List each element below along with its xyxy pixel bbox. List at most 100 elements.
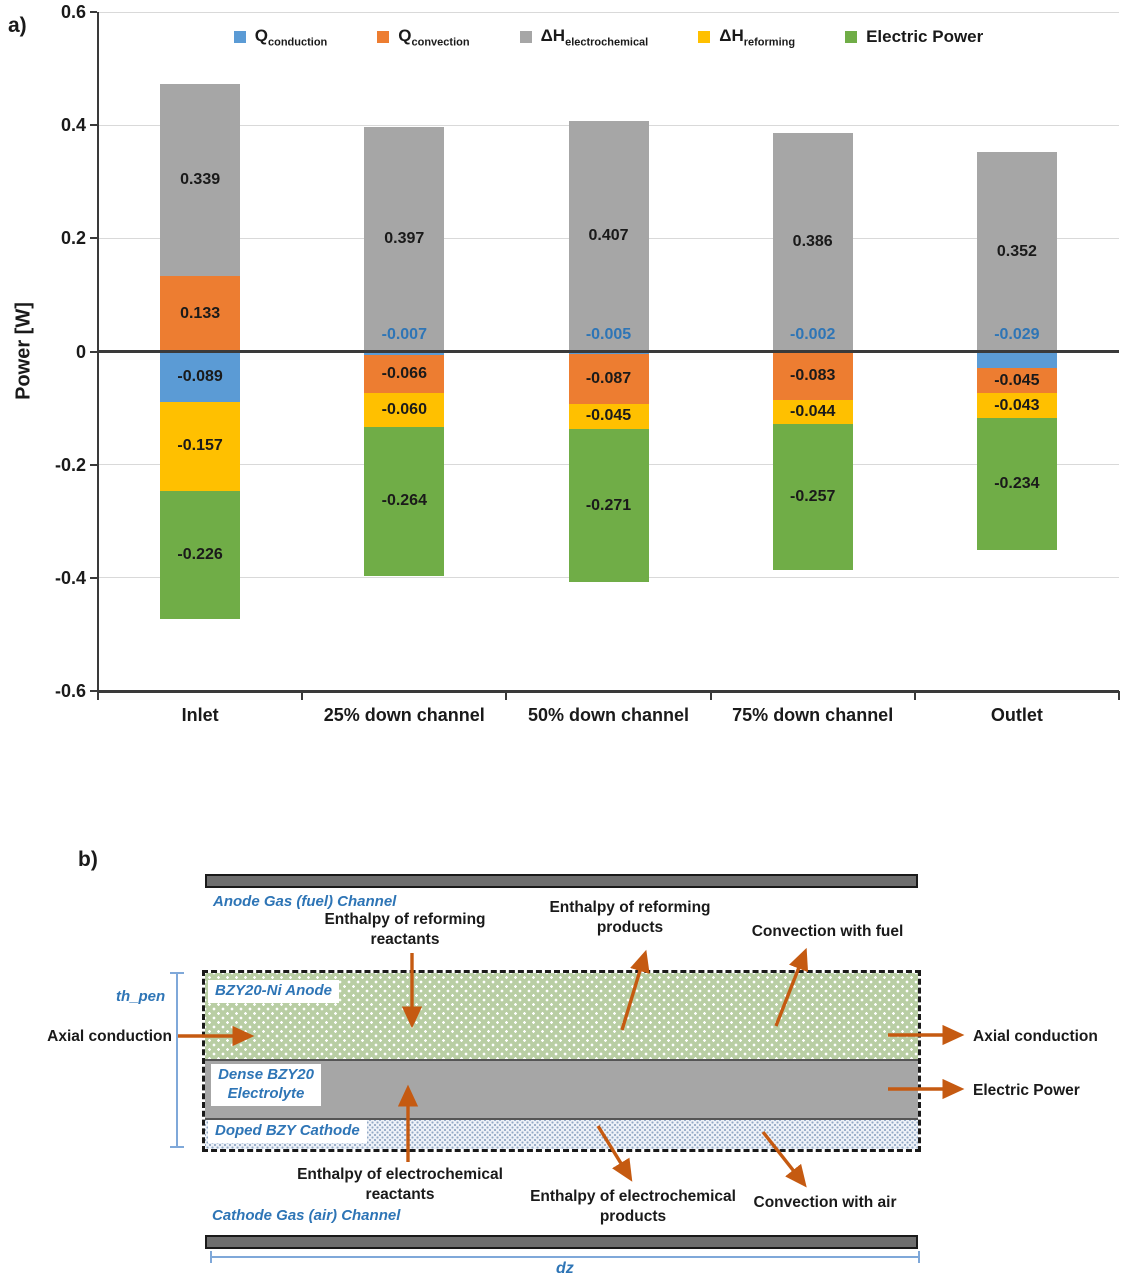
bar-value-label: -0.066 [381, 365, 427, 383]
bar-value-label: 0.339 [180, 171, 221, 189]
x-category-label: Inlet [181, 705, 219, 725]
bar-segment [772, 133, 853, 352]
bar-value-label: -0.045 [994, 371, 1040, 389]
dz-label: dz [556, 1260, 574, 1277]
x-axis-line [98, 690, 1119, 693]
bar-segment [772, 424, 853, 570]
bar-segment [160, 351, 241, 402]
enthalpy-reforming-products-label: Enthalpy of reforming products [549, 899, 711, 937]
anode-channel-wall [205, 874, 918, 888]
legend-swatch [377, 31, 390, 44]
cathode-layer-label: Doped BZY Cathode [208, 1120, 367, 1143]
bar-value-label: 0.397 [384, 230, 425, 248]
x-axis-tick [913, 691, 916, 700]
th-pen-label: th_pen [116, 988, 166, 1005]
bar-segment [160, 84, 241, 277]
legend-item: Qconduction [233, 26, 328, 49]
bar-value-label: -0.271 [585, 496, 632, 514]
diagram-arrows [178, 947, 965, 1188]
legend-label: ΔHelectrochemical [540, 26, 649, 49]
electrolyte-layer-label: Dense BZY20 Electrolyte [211, 1064, 321, 1106]
bar-value-label: -0.045 [585, 407, 632, 425]
electric-power-label: Electric Power [973, 1082, 1080, 1099]
bar-segment [160, 276, 241, 352]
enthalpy-electrochemical-reactants-label: Enthalpy of electrochemical reactants [297, 1166, 503, 1204]
y-tick-label: 0.2 [60, 228, 86, 249]
x-axis-tick [301, 691, 304, 700]
bar-segment [568, 429, 649, 583]
anode-layer-label: BZY20-Ni Anode [208, 980, 339, 1003]
gridline [98, 11, 1119, 13]
plot-area: 0.6 0.4 0.2 0 -0.2 -0.4 -0.6 Inlet 25% down chan… [54, 2, 1120, 725]
x-category-label: 75% down channel [732, 705, 894, 725]
bar-value-label: -0.007 [381, 325, 427, 343]
panel-b-label: b) [78, 848, 98, 871]
th-pen-bracket-top-cap [170, 972, 184, 974]
y-tick-label: 0.6 [60, 2, 86, 22]
bar-segment [160, 490, 241, 619]
bar-value-label: -0.264 [381, 492, 427, 510]
bar-segment [568, 121, 649, 352]
bar-value-label: -0.043 [994, 396, 1040, 414]
legend-item: ΔHreforming [698, 26, 795, 48]
bar-value-label: -0.002 [790, 325, 836, 343]
legend-label: Qconvection [398, 26, 470, 49]
bar-value-label: -0.157 [177, 437, 223, 455]
bar-value-label: -0.083 [790, 367, 836, 385]
x-axis-tick [1118, 691, 1120, 700]
legend-swatch [845, 31, 858, 44]
bar-value-label: -0.226 [177, 545, 223, 563]
y-tick-label: -0.6 [54, 681, 86, 701]
x-category-label: 25% down channel [323, 705, 485, 725]
anode-channel-label: Anode Gas (fuel) Channel [213, 893, 397, 910]
convection-air-arrow [761, 1130, 807, 1188]
electrolyte-layer [205, 1061, 918, 1118]
legend-label: Qconduction [254, 26, 328, 49]
y-tick-label: 0.4 [60, 115, 86, 136]
x-axis-tick [505, 691, 508, 700]
bar-value-label: -0.089 [177, 367, 223, 385]
bar-segment [364, 426, 445, 577]
panel-b-diagram: b) Anode Gas (fuel) Channel Enthalpy of … [0, 840, 1124, 1280]
convection-fuel-arrow [774, 947, 809, 1027]
cathode-channel-wall [205, 1235, 918, 1249]
y-axis-tick [90, 463, 97, 466]
legend-label: Electric Power [866, 27, 984, 47]
y-axis-tick [90, 350, 97, 353]
y-axis-tick [90, 690, 97, 692]
convection-with-air-label: Convection with air [753, 1194, 897, 1211]
legend-swatch [233, 31, 246, 44]
bar-segment [772, 399, 853, 425]
y-tick-label: -0.2 [54, 454, 86, 475]
bar-segment [976, 417, 1057, 551]
bar-segment [364, 126, 445, 352]
enthalpy-electrochemical-products-label: Enthalpy of electrochemical products [530, 1188, 736, 1226]
bar-segment [160, 401, 241, 491]
dz-dimension-line [210, 1256, 920, 1258]
convection-with-fuel-label: Convection with fuel [751, 923, 904, 940]
axial-conduction-left-label: Axial conduction [47, 1028, 172, 1045]
bar-segment [976, 351, 1057, 368]
bar-value-label: -0.060 [381, 400, 427, 418]
bar-segment [568, 354, 649, 404]
enthalpy-reforming-reactants-label: Enthalpy of reforming reactants [324, 911, 486, 949]
y-tick-label: 0 [75, 341, 86, 362]
bar-segment [976, 367, 1057, 394]
bar-value-label: 0.133 [180, 304, 221, 322]
legend-item: ΔHelectrochemical [519, 26, 649, 49]
bar-value-label: -0.087 [585, 369, 632, 387]
bar-segment [364, 392, 445, 427]
bar-value-label: -0.029 [994, 325, 1040, 343]
legend-label: ΔHreforming [719, 26, 796, 49]
y-axis-tick [90, 124, 97, 127]
bar-segment [976, 152, 1057, 352]
axial-conduction-right-label: Axial conduction [973, 1028, 1098, 1045]
bar-value-label: -0.234 [994, 474, 1040, 492]
dz-dimension-right-tick [918, 1251, 920, 1263]
th-pen-bracket [176, 972, 178, 1148]
x-category-label: Outlet [990, 705, 1043, 725]
y-axis-tick [90, 576, 97, 579]
legend-item: Electric Power [845, 27, 983, 47]
y-tick-label: -0.4 [54, 567, 86, 588]
